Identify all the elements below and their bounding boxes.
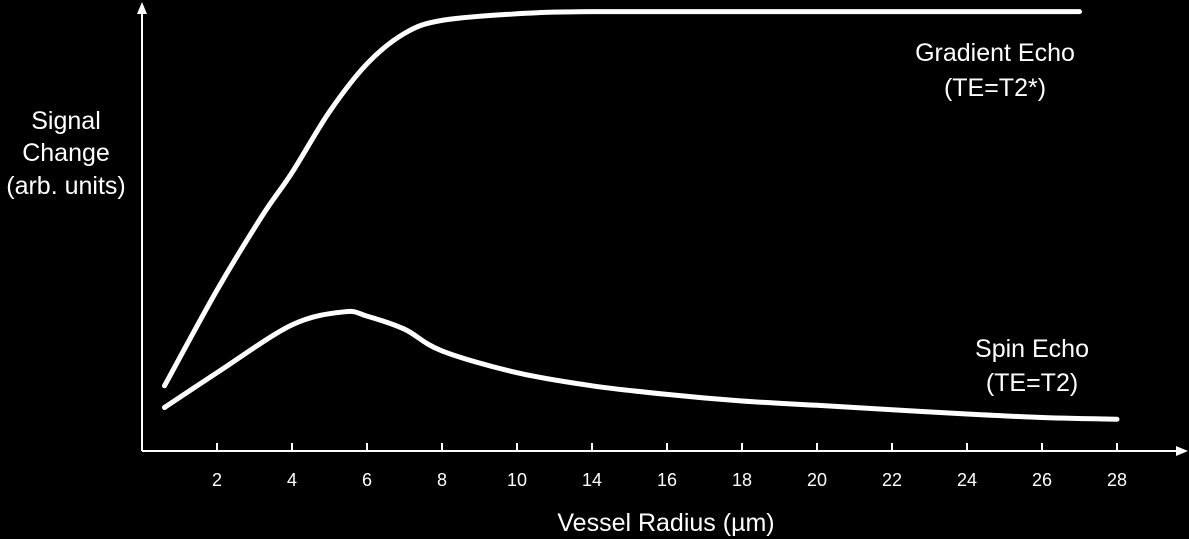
y-axis-arrow xyxy=(137,2,147,14)
series-label-spin-echo-te: (TE=T2) xyxy=(986,369,1078,397)
x-tick-label: 24 xyxy=(957,470,977,490)
series-label-gradient-echo: Gradient Echo xyxy=(915,39,1075,67)
y-axis-label-line-1: Signal xyxy=(31,107,101,135)
x-tick-label: 22 xyxy=(882,470,902,490)
x-tick-label: 28 xyxy=(1107,470,1127,490)
x-tick-label: 4 xyxy=(287,470,297,490)
x-tick-label: 18 xyxy=(732,470,752,490)
axes xyxy=(137,2,1188,456)
x-tick-label: 10 xyxy=(507,470,527,490)
x-axis-arrow xyxy=(1176,446,1188,456)
series-line-spin-echo xyxy=(162,308,1120,422)
x-tick-label: 26 xyxy=(1032,470,1052,490)
x-axis-label: Vessel Radius (µm) xyxy=(557,509,774,537)
x-tick-labels: 2 4 6 8 10 14 16 18 20 22 24 26 28 xyxy=(212,470,1127,490)
y-axis-label-line-3: (arb. units) xyxy=(6,172,125,200)
series-line-gradient-echo xyxy=(162,8,1082,389)
x-ticks xyxy=(216,443,1118,451)
x-tick-label: 14 xyxy=(582,470,602,490)
x-tick-label: 16 xyxy=(657,470,677,490)
x-tick-label: 8 xyxy=(437,470,447,490)
series-label-gradient-echo-te: (TE=T2*) xyxy=(944,74,1046,102)
x-tick-label: 20 xyxy=(807,470,827,490)
y-axis-label-line-2: Change xyxy=(22,139,110,167)
series-lines xyxy=(162,8,1120,422)
x-tick-label: 6 xyxy=(362,470,372,490)
series-label-spin-echo: Spin Echo xyxy=(975,335,1089,363)
x-tick-label: 2 xyxy=(212,470,222,490)
